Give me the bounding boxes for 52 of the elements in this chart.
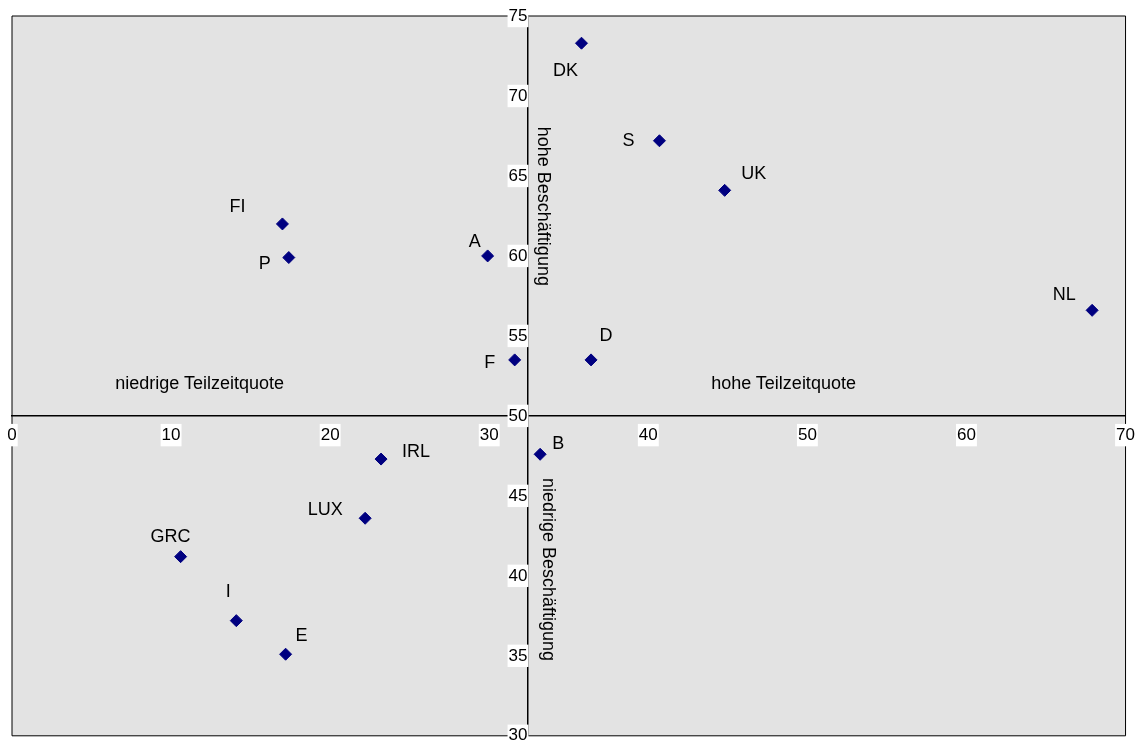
annotation: F	[484, 351, 496, 372]
annotation: UK	[741, 163, 767, 184]
y-tick-label: 45	[508, 485, 528, 505]
y-tick-label: 60	[508, 245, 528, 265]
point	[1085, 303, 1099, 317]
annotation: niedrige Beschäftigung	[539, 477, 560, 662]
y-tick-label: 70	[508, 85, 528, 105]
annotation: S	[622, 129, 635, 150]
point	[508, 353, 522, 367]
x-tick-label: 50	[797, 424, 817, 444]
point	[282, 251, 296, 265]
annotation: E	[295, 625, 308, 646]
y-tick-label: 40	[508, 565, 528, 585]
annotation: IRL	[402, 441, 431, 462]
point	[229, 614, 243, 628]
y-tick-label: 35	[508, 645, 528, 665]
x-tick-label: 10	[161, 424, 181, 444]
y-tick-label: 30	[508, 725, 528, 745]
annotation: I	[225, 580, 231, 601]
annotation: B	[552, 433, 565, 454]
point	[374, 452, 388, 466]
point	[481, 249, 495, 263]
y-tick-label: 55	[508, 325, 528, 345]
annotation: DK	[552, 60, 579, 81]
point	[174, 550, 188, 564]
annotation: FI	[229, 195, 246, 216]
annotation: hohe Beschäftigung	[534, 126, 555, 286]
annotation: niedrige Teilzeitquote	[115, 372, 285, 393]
point	[575, 36, 588, 50]
annotation: GRC	[150, 525, 191, 546]
annotation: D	[599, 324, 613, 345]
point	[533, 447, 547, 461]
y-tick-label: 75	[508, 5, 528, 25]
point	[652, 134, 666, 148]
point	[358, 511, 372, 525]
x-tick-label: 0	[7, 424, 17, 444]
annotation: NL	[1052, 284, 1076, 305]
y-tick-label: 65	[508, 165, 528, 185]
annotation: LUX	[307, 499, 343, 520]
x-tick-label: 60	[957, 424, 976, 444]
annotation: A	[468, 230, 481, 251]
point	[584, 353, 598, 367]
x-tick-label: 70	[1116, 424, 1136, 444]
point	[718, 183, 732, 197]
y-tick-label: 50	[508, 405, 528, 425]
annotation: hohe Teilzeitquote	[711, 372, 856, 393]
x-tick-label: 40	[638, 424, 658, 444]
x-tick-label: 30	[479, 424, 499, 444]
annotation: P	[258, 252, 271, 273]
point	[275, 217, 289, 231]
x-tick-label: 20	[320, 424, 340, 444]
point	[279, 647, 293, 661]
